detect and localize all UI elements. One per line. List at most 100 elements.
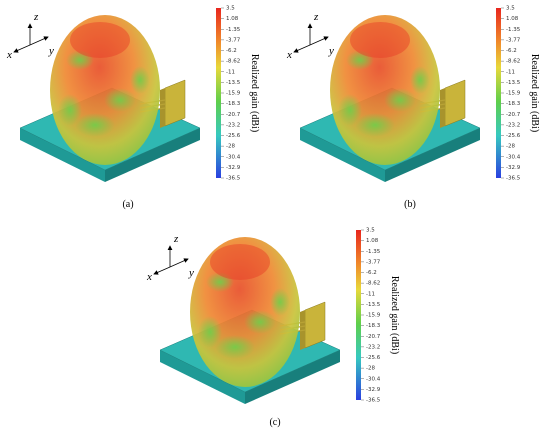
colorbar-tick-label: -13.5 bbox=[366, 302, 381, 308]
colorbar-tick-label: -11 bbox=[506, 69, 515, 75]
board-side bbox=[245, 350, 340, 404]
y-label: y bbox=[188, 267, 194, 279]
x-axis bbox=[13, 44, 31, 53]
y-axis bbox=[169, 258, 189, 268]
x-axis bbox=[153, 266, 171, 275]
colorbar-tick-label: -3.77 bbox=[506, 37, 521, 43]
colorbar-tick-label: -23.2 bbox=[226, 122, 240, 128]
colorbar-tick-label: -23.2 bbox=[366, 344, 380, 350]
board-side bbox=[160, 350, 245, 404]
board-side bbox=[385, 128, 480, 182]
feed-plate bbox=[164, 79, 186, 127]
panel-label: (b) bbox=[404, 199, 416, 210]
panel: z y x 3.5 1.08 -1.35 -3.77 -6.2 -8.62 -11 -13.5 -15… bbox=[146, 228, 400, 404]
colorbar-tick-label: -1.35 bbox=[506, 27, 521, 33]
colorbar-tick-label: 1.08 bbox=[506, 16, 519, 22]
colorbar-tick-label: -36.5 bbox=[506, 176, 521, 182]
colorbar-tick-label: -13.5 bbox=[226, 80, 241, 86]
y-axis bbox=[29, 36, 49, 46]
feed-plate bbox=[444, 79, 466, 127]
x-label: x bbox=[286, 49, 292, 61]
colorbar-tick-label: -36.5 bbox=[226, 176, 241, 182]
pattern-lobe bbox=[198, 316, 222, 348]
pattern-lobe bbox=[130, 66, 150, 94]
board-side bbox=[300, 128, 385, 182]
z-label: z bbox=[33, 11, 39, 23]
colorbar-tick-label: -11 bbox=[366, 291, 375, 297]
colorbar-tick-label: -6.2 bbox=[506, 48, 517, 54]
colorbar-tick-label: -32.9 bbox=[366, 387, 381, 393]
colorbar-tick-label: -30.4 bbox=[506, 154, 521, 160]
feed-plate bbox=[304, 301, 326, 349]
pattern-lobe bbox=[206, 272, 234, 292]
colorbar-tick-label: -20.7 bbox=[226, 112, 241, 118]
z-label: z bbox=[313, 11, 319, 23]
panel-label: (c) bbox=[269, 417, 280, 428]
colorbar-tick-label: -25.6 bbox=[226, 133, 241, 139]
colorbar-title: Realized gain (dBi) bbox=[529, 54, 540, 132]
colorbar-tick-label: -23.2 bbox=[506, 122, 520, 128]
colorbar-tick-label: -13.5 bbox=[506, 80, 521, 86]
colorbar-title: Realized gain (dBi) bbox=[249, 54, 260, 132]
colorbar-tick-label: -3.77 bbox=[226, 37, 241, 43]
pattern-lobe bbox=[70, 22, 130, 58]
colorbar-tick-label: -1.35 bbox=[226, 27, 241, 33]
colorbar-tick-label: -32.9 bbox=[226, 165, 241, 171]
colorbar bbox=[216, 8, 221, 178]
colorbar-tick-label: -18.3 bbox=[226, 101, 241, 107]
colorbar bbox=[496, 8, 501, 178]
colorbar-tick-label: 1.08 bbox=[366, 238, 379, 244]
colorbar-tick-label: -30.4 bbox=[226, 154, 241, 160]
colorbar-tick-label: -18.3 bbox=[506, 101, 521, 107]
pattern-lobe bbox=[244, 310, 276, 334]
y-label: y bbox=[328, 45, 334, 57]
pattern-lobe bbox=[384, 88, 416, 112]
colorbar-tick-label: 1.08 bbox=[226, 16, 239, 22]
pattern-lobe bbox=[410, 66, 430, 94]
y-label: y bbox=[48, 45, 54, 57]
x-axis bbox=[293, 44, 311, 53]
colorbar-tick-label: -15.9 bbox=[366, 313, 381, 319]
colorbar-tick-label: 3.5 bbox=[226, 6, 235, 12]
colorbar-tick-label: -6.2 bbox=[366, 270, 377, 276]
colorbar-tick-label: -15.9 bbox=[506, 91, 521, 97]
pattern-lobe bbox=[66, 50, 94, 70]
colorbar-tick-label: -20.7 bbox=[366, 334, 381, 340]
y-axis bbox=[309, 36, 329, 46]
colorbar-tick-label: -30.4 bbox=[366, 376, 381, 382]
colorbar-tick-label: -15.9 bbox=[226, 91, 241, 97]
colorbar-tick-label: -28 bbox=[366, 366, 375, 372]
colorbar-tick-label: -11 bbox=[226, 69, 235, 75]
board-side bbox=[20, 128, 105, 182]
pattern-lobe bbox=[346, 50, 374, 70]
pattern-lobe bbox=[355, 113, 395, 137]
panel-label: (a) bbox=[122, 199, 133, 210]
x-label: x bbox=[6, 49, 12, 61]
pattern-lobe bbox=[58, 94, 82, 126]
colorbar-tick-label: -28 bbox=[226, 144, 235, 150]
pattern-lobe bbox=[338, 94, 362, 126]
pattern-lobe bbox=[104, 88, 136, 112]
colorbar-tick-label: -18.3 bbox=[366, 323, 381, 329]
colorbar-tick-label: -36.5 bbox=[366, 398, 381, 404]
colorbar-tick-label: -25.6 bbox=[366, 355, 381, 361]
pattern-lobe bbox=[215, 335, 255, 359]
pattern-lobe bbox=[210, 244, 270, 280]
colorbar-tick-label: -25.6 bbox=[506, 133, 521, 139]
pattern-lobe bbox=[75, 113, 115, 137]
pattern-lobe bbox=[350, 22, 410, 58]
colorbar-tick-label: -6.2 bbox=[226, 48, 237, 54]
panel: z y x 3.5 1.08 -1.35 -3.77 -6.2 -8.62 -11 -13.5 -15… bbox=[286, 6, 540, 182]
board-side bbox=[105, 128, 200, 182]
colorbar-tick-label: -8.62 bbox=[506, 59, 520, 65]
colorbar-tick-label: -28 bbox=[506, 144, 515, 150]
colorbar-tick-label: -8.62 bbox=[366, 281, 380, 287]
colorbar-title: Realized gain (dBi) bbox=[389, 276, 400, 354]
colorbar-tick-label: 3.5 bbox=[366, 228, 375, 234]
x-label: x bbox=[146, 271, 152, 283]
panel: z y x 3.5 1.08 -1.35 -3.77 -6.2 -8.62 -11 -13.5 -15… bbox=[6, 6, 260, 182]
colorbar-tick-label: -1.35 bbox=[366, 249, 381, 255]
colorbar-tick-label: -8.62 bbox=[226, 59, 240, 65]
colorbar-tick-label: -32.9 bbox=[506, 165, 521, 171]
